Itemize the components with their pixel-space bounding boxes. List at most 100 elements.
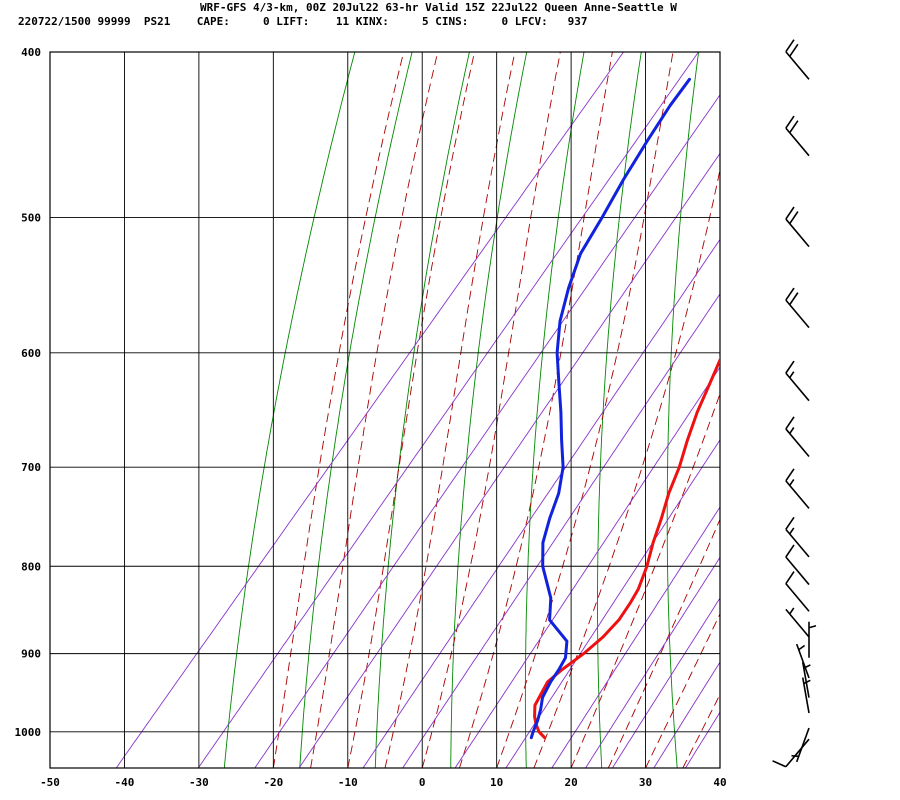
wind-barb-feather (785, 544, 795, 558)
dewpoint-profile-line (529, 77, 691, 740)
mixing-ratio-line (362, 238, 720, 768)
wind-barb-feather (789, 120, 799, 134)
wind-barb-feather (785, 468, 795, 482)
mixing-ratio-line (684, 711, 720, 768)
wind-barb-feather (785, 115, 795, 129)
y-tick-label: 700 (21, 461, 41, 474)
mixing-ratio-line (585, 556, 720, 768)
moist-adiabat-line (570, 392, 720, 768)
wind-barb-half-feather (789, 478, 795, 486)
mixing-ratio-line (454, 366, 720, 768)
wind-barbs (772, 39, 817, 768)
wind-barb (785, 468, 810, 509)
wind-barb-feather (789, 211, 799, 225)
moist-adiabat-line (458, 52, 613, 768)
wind-barb-feather (785, 416, 795, 430)
mixing-ratio-line (197, 52, 700, 768)
wind-barb-feather (785, 39, 795, 53)
wind-barb-half-feather (808, 624, 817, 629)
x-tick-label: 20 (564, 776, 577, 789)
dry-adiabat-line (374, 52, 470, 768)
wind-barb (785, 571, 810, 612)
x-tick-label: -50 (40, 776, 60, 789)
wind-barb (785, 416, 810, 458)
background-lines (115, 33, 900, 775)
x-tick-label: -20 (263, 776, 283, 789)
y-tick-label: 900 (21, 648, 41, 661)
moist-adiabat-line (757, 33, 900, 768)
wind-barb-staff (785, 738, 810, 768)
moist-adiabat-line (682, 693, 720, 768)
temperature-profile-line (533, 356, 720, 740)
wind-barb (808, 621, 817, 658)
sounding-stats-line: 220722/1500 99999 PS21 CAPE: 0 LIFT: 11 … (18, 15, 588, 28)
wind-barb (785, 516, 810, 558)
wind-barb-staff (801, 677, 810, 714)
y-tick-label: 600 (21, 347, 41, 360)
mixing-ratio-line (653, 661, 720, 768)
x-tick-label: 40 (713, 776, 726, 789)
wind-barb-half-feather (789, 427, 795, 434)
mixing-ratio-line (254, 94, 720, 768)
moist-adiabat-line (719, 767, 720, 768)
mixing-ratio-line (551, 506, 720, 768)
moist-adiabat-line (421, 52, 561, 768)
wind-barb-feather (789, 292, 799, 306)
wind-barb-half-feather (789, 371, 795, 379)
moist-adiabat-line (272, 52, 405, 768)
wind-barb (801, 662, 811, 698)
x-tick-label: 0 (419, 776, 426, 789)
grid (49, 51, 721, 769)
wind-barb-feather (785, 571, 795, 585)
moist-adiabat-line (310, 52, 439, 768)
wind-barb-feather (785, 287, 795, 301)
wind-barb (785, 287, 810, 329)
dry-adiabat-line (863, 33, 900, 775)
mixing-ratio-line (402, 293, 720, 768)
chart-title: WRF-GFS 4/3-km, 00Z 20Jul22 63-hr Valid … (200, 1, 677, 14)
wind-barb (801, 677, 811, 714)
dry-adiabat-line (223, 52, 356, 768)
x-tick-label: 30 (639, 776, 652, 789)
wind-barb (795, 643, 810, 679)
dry-adiabat-line (524, 52, 585, 768)
wind-barb-staff (785, 556, 810, 586)
x-tick-label: -10 (338, 776, 358, 789)
moist-adiabat-line (607, 518, 720, 768)
wind-barb-feather (785, 516, 795, 530)
wind-barb-half-feather (803, 679, 811, 685)
dry-adiabat-line (299, 52, 413, 768)
wind-barb-staff (785, 583, 810, 612)
wind-barb-feather (785, 206, 795, 220)
wind-barb (785, 39, 810, 80)
dry-adiabat-line (597, 52, 642, 768)
mixing-ratio-line (115, 52, 625, 768)
moist-adiabat-line (347, 52, 475, 768)
wind-barb-half-feather (789, 527, 795, 535)
x-tick-label: -40 (115, 776, 135, 789)
wind-barb (785, 360, 810, 402)
wind-barb (785, 607, 810, 638)
mixing-ratio-line (611, 597, 720, 768)
moist-adiabat-line (645, 612, 720, 768)
wind-barb-feather (785, 360, 795, 374)
wind-barb-feather (772, 760, 787, 768)
wind-barb-half-feather (803, 664, 811, 669)
moist-adiabat-line (496, 52, 674, 768)
y-tick-label: 1000 (15, 726, 42, 739)
x-tick-label: 10 (490, 776, 503, 789)
y-tick-label: 400 (21, 46, 41, 59)
wind-barb-half-feather (798, 644, 806, 651)
wind-barb (785, 206, 810, 248)
wind-barb (772, 738, 810, 768)
plot-frame (49, 51, 721, 769)
mixing-ratio-line (298, 152, 720, 768)
wind-barb (785, 115, 810, 157)
wind-barb-half-feather (789, 607, 795, 615)
y-tick-label: 800 (21, 560, 41, 573)
moist-adiabat-line (384, 52, 516, 768)
mixing-ratio-line (505, 439, 720, 768)
wind-barb-feather (789, 43, 799, 57)
tick-labels: -50 -40 -30 -20 -10 0 10 20 30 40 400 500 600 700 800 9… (15, 46, 727, 789)
